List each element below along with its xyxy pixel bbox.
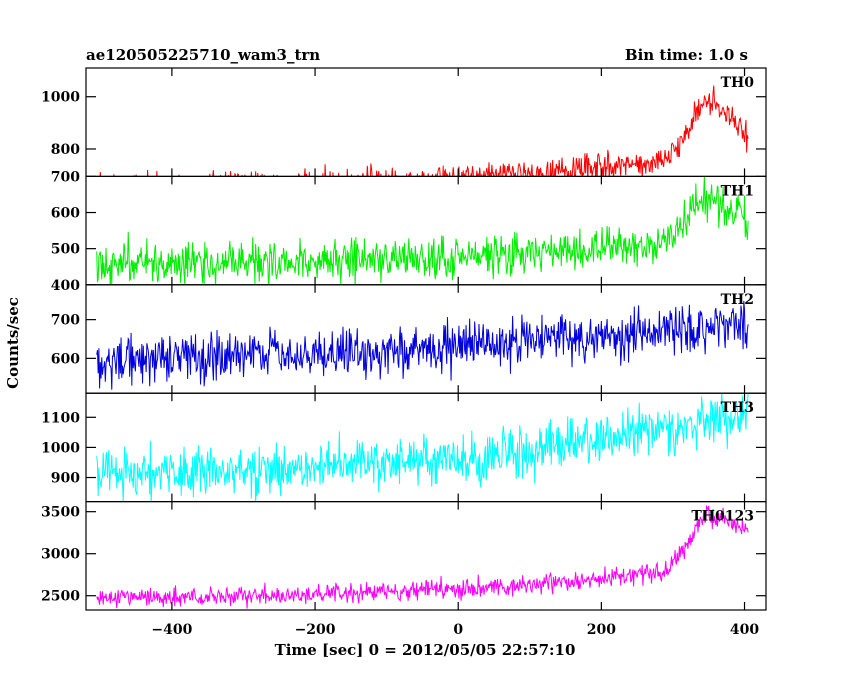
panel-th0: 800 1000 TH0 [41, 67, 767, 178]
panel-frame [85, 501, 767, 611]
y-tick-label: 3500 [41, 505, 80, 521]
series-th0 [99, 85, 749, 177]
y-tick-label: 400 [51, 278, 80, 294]
y-tick-label: 900 [51, 471, 80, 487]
series-th0123 [96, 504, 749, 609]
x-tick-label: 0 [453, 622, 463, 638]
panel-label: TH0123 [691, 509, 754, 525]
x-axis-label: Time [sec] 0 = 2012/05/05 22:57:10 [275, 641, 576, 659]
series-th1 [96, 176, 749, 285]
panel-th2: 600 700 TH2 [51, 284, 767, 394]
y-tick-label: 800 [51, 142, 80, 158]
x-axis: −400 −200 0 200 400 [151, 622, 759, 638]
y-tick-label: 2500 [41, 589, 80, 605]
y-tick-label: 1100 [41, 410, 80, 426]
panel-label: TH2 [721, 292, 754, 308]
y-tick-label: 700 [51, 169, 80, 185]
x-tick-label: 200 [587, 622, 616, 638]
chart-title: ae120505225710_wam3_trn [86, 46, 320, 64]
panel-th3: 900 1000 1100 TH3 [41, 392, 767, 503]
x-tick-label: 400 [730, 622, 759, 638]
series-th2 [96, 300, 749, 390]
panel-label: TH3 [721, 400, 754, 416]
y-tick-label: 3000 [41, 547, 80, 563]
y-tick-label: 600 [51, 351, 80, 367]
y-axis-label: Counts/sec [4, 297, 22, 389]
bin-time-label: Bin time: 1.0 s [625, 46, 748, 64]
x-tick-label: −200 [295, 622, 336, 638]
x-tick-label: −400 [151, 622, 192, 638]
panel-th0123: 2500 3000 3500 TH0123 [41, 501, 767, 611]
series-th3 [96, 393, 749, 502]
y-tick-label: 1000 [41, 90, 80, 106]
y-tick-label: 1000 [41, 440, 80, 456]
y-tick-label: 700 [51, 313, 80, 329]
panel-label: TH0 [721, 75, 755, 91]
panels: 800 1000 TH0 400 500 600 700 TH1 600 700 TH2 900 100… [41, 67, 767, 611]
panel-th1: 400 500 600 700 TH1 [51, 169, 767, 294]
y-tick-label: 600 [51, 206, 80, 222]
panel-label: TH1 [721, 183, 754, 199]
y-tick-label: 500 [51, 242, 80, 258]
